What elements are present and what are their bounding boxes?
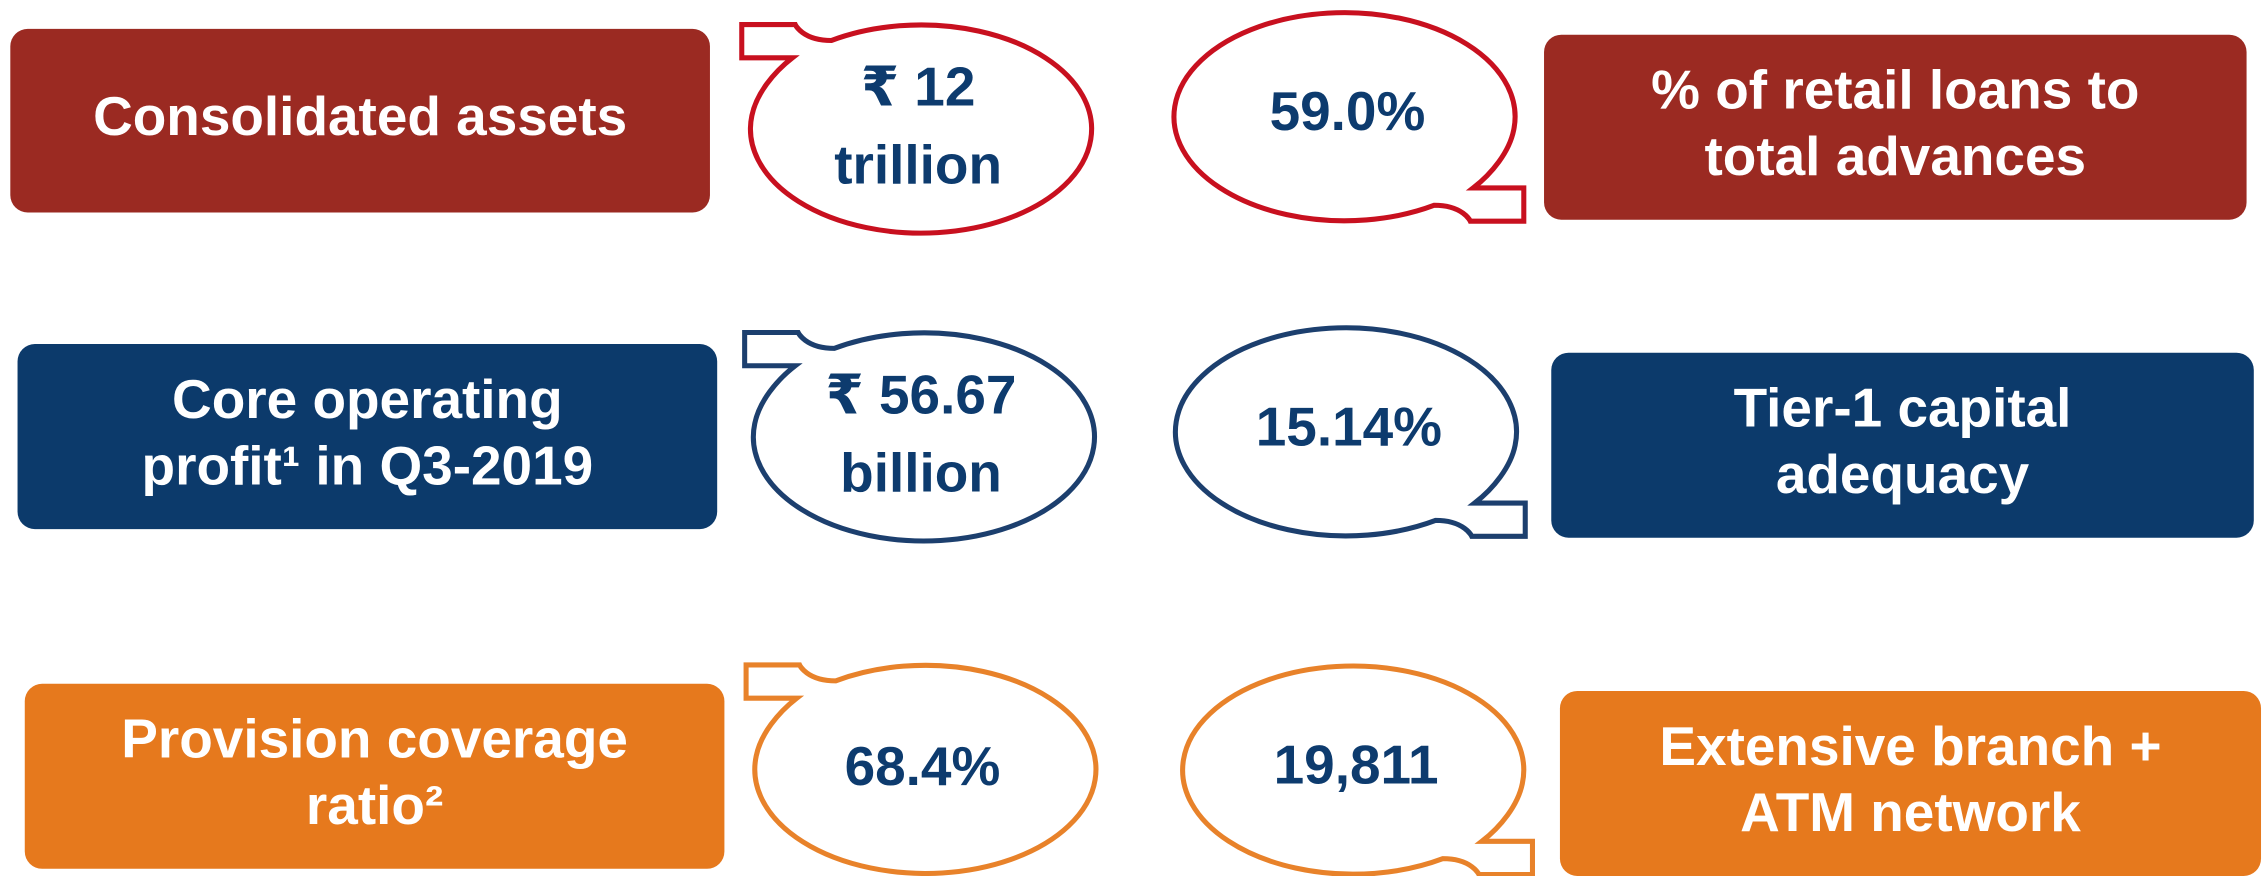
speech-bubble <box>739 22 1095 236</box>
value-text: trillion <box>834 134 1002 196</box>
label-text: profit¹ in Q3-2019 <box>142 434 594 496</box>
value-text: 15.14% <box>1256 395 1442 457</box>
value-text: 68.4% <box>845 735 1001 797</box>
label-text: Core operating <box>172 368 563 430</box>
label-text: % of retail loans to <box>1651 58 2139 120</box>
value-text: ₹ 56.67 <box>826 363 1017 425</box>
speech-bubble <box>1172 325 1528 539</box>
label-box <box>17 344 718 530</box>
label-text: ratio² <box>306 774 443 836</box>
label-text: Extensive branch + <box>1659 715 2161 777</box>
value-text: ₹ 12 <box>861 56 976 118</box>
label-box <box>24 683 725 869</box>
label-box <box>1544 34 2247 220</box>
label-text: total advances <box>1705 125 2087 187</box>
label-box <box>1551 352 2254 538</box>
label-text: Provision coverage <box>121 708 628 770</box>
label-text: ATM network <box>1740 781 2081 843</box>
value-text: 59.0% <box>1270 80 1426 142</box>
label-text: adequacy <box>1776 443 2030 505</box>
value-text: billion <box>840 442 1002 504</box>
speech-bubble <box>743 662 1099 876</box>
label-box <box>10 28 710 213</box>
label-box <box>1559 690 2262 876</box>
label-text: Tier-1 capital <box>1734 376 2072 438</box>
speech-bubble <box>742 329 1097 544</box>
speech-bubble <box>1180 663 1535 876</box>
value-text: 19,811 <box>1274 734 1439 796</box>
speech-bubble <box>1171 10 1527 224</box>
label-text: Consolidated assets <box>93 85 627 147</box>
